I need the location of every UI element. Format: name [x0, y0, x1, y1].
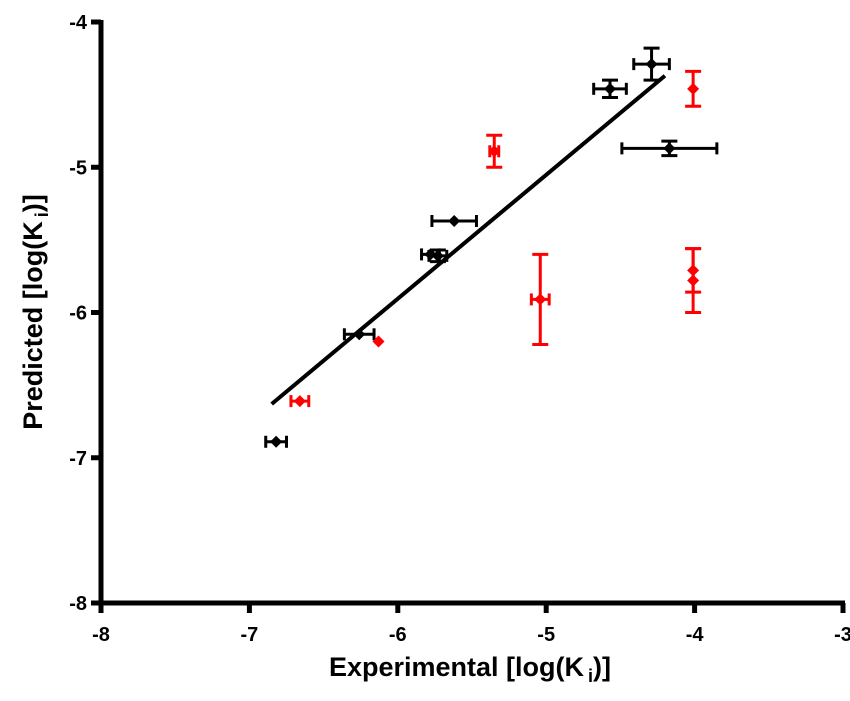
data-point-group	[486, 133, 503, 169]
series	[264, 46, 719, 448]
data-point-group	[430, 214, 478, 227]
regression-line	[270, 74, 667, 406]
x-tick-label: -3	[834, 624, 850, 646]
x-tick-label: -6	[389, 624, 407, 646]
data-point-group	[632, 46, 671, 82]
data-point-group	[372, 335, 385, 348]
x-tick-label: -4	[686, 624, 705, 646]
data-point	[448, 214, 461, 227]
y-tick-label: -4	[69, 12, 88, 34]
x-tick-label: -5	[537, 624, 555, 646]
data-point-group	[427, 248, 449, 264]
data-point-group	[342, 328, 376, 341]
data-point	[687, 82, 700, 95]
data-point-group	[592, 78, 628, 100]
data-point	[353, 328, 366, 341]
data-point	[687, 274, 700, 287]
y-tick-label: -7	[69, 448, 87, 470]
y-axis-title: Predicted [log(Ki)]	[18, 194, 52, 430]
data-point	[488, 145, 501, 158]
data-point-group	[289, 395, 311, 408]
data-point-group	[529, 252, 551, 346]
data-point	[293, 395, 306, 408]
data-point	[372, 335, 385, 348]
data-layer	[264, 46, 719, 448]
data-point	[663, 142, 676, 155]
y-tick-label: -8	[69, 593, 87, 615]
y-tick-label: -6	[69, 303, 87, 325]
data-point	[604, 82, 617, 95]
data-point	[270, 435, 283, 448]
data-point	[645, 58, 658, 71]
data-point-group	[620, 139, 719, 158]
data-point	[431, 249, 444, 262]
ticks: -8 -7 -6 -5 -4 -3 -8 -7 -6 -5 -4	[69, 12, 850, 646]
x-tick-label: -8	[92, 624, 110, 646]
data-point-group	[685, 69, 702, 108]
x-tick-label: -7	[241, 624, 259, 646]
data-point	[534, 293, 547, 306]
y-tick-label: -5	[69, 157, 87, 179]
x-axis-title: Experimental [log(K i)]	[329, 652, 611, 686]
series	[289, 69, 702, 408]
data-point-group	[264, 435, 288, 448]
data-point-group	[685, 247, 702, 314]
axes: -8 -7 -6 -5 -4 -3 -8 -7 -6 -5 -4	[69, 12, 850, 646]
